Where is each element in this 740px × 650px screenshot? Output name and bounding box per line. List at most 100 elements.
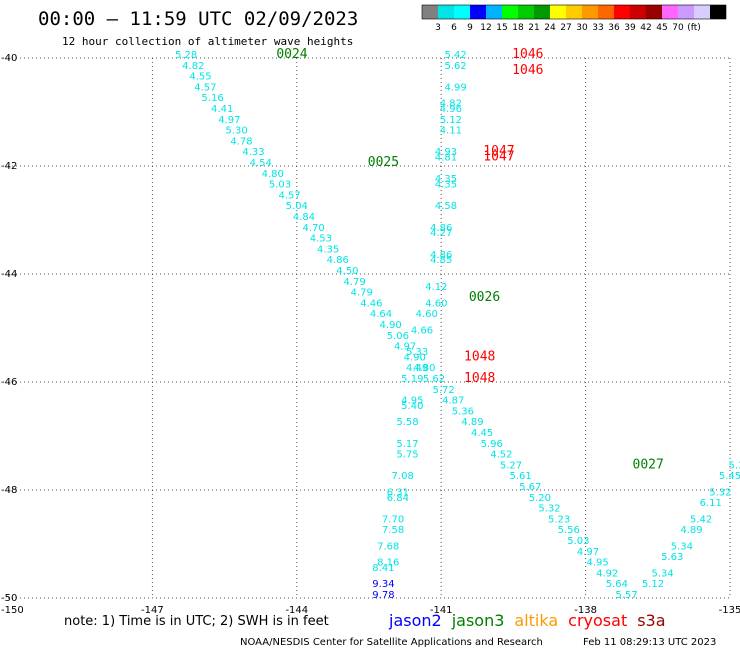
wave-height-value: 5.57 [615,590,637,601]
wave-height-value: 4.11 [440,126,462,137]
lat-tick-label: -46 [1,377,17,388]
timestamp-text: Feb 11 08:29:13 UTC 2023 [583,637,716,648]
color-scale-bar: 3 6 9 12 15 18 21 24 27 30 33 36 39 42 45 70 (ft) [421,4,727,33]
wave-height-value: 4.64 [370,309,392,320]
wave-height-value: 5.32 [538,504,560,515]
wave-height-value: 4.66 [411,325,433,336]
wave-height-value: 9.34 [372,579,394,590]
color-swatch [438,5,454,19]
wave-height-value: 5.04 [286,201,308,212]
wave-height-value: 8.16 [377,558,399,569]
lon-tick-label: -135 [719,605,740,616]
color-swatch [566,5,582,19]
wave-height-value: 4.50 [336,266,358,277]
track-jason3-ascending: 5.125.345.635.344.895.426.115.325.455.31 [642,460,740,590]
pass-time-label: 1047 [483,144,514,159]
wave-height-value: 4.33 [242,147,264,158]
page-title: 00:00 – 11:59 UTC 02/09/2023 [38,8,358,30]
wave-height-value: 6.84 [387,493,409,504]
wave-height-value: 5.03 [269,180,291,191]
color-swatch [630,5,646,19]
color-swatch [614,5,630,19]
wave-height-value: 4.70 [303,223,325,234]
color-swatch [534,5,550,19]
legend-item-jason2: jason2 [388,611,442,630]
wave-height-value: 5.17 [396,439,418,450]
lon-tick-label: -138 [574,605,597,616]
color-swatch [486,5,502,19]
track-jason3: 5.284.824.554.575.164.414.975.304.784.33… [175,47,664,601]
wave-height-value: 4.52 [490,450,512,461]
wave-height-value: 4.86 [327,255,349,266]
wave-height-value: 4.46 [360,298,382,309]
wave-height-value: 4.58 [435,201,457,212]
wave-height-value: 4.81 [435,153,457,164]
wave-height-value: 4.27 [430,228,452,239]
wave-height-value: 4.41 [211,104,233,115]
page-subtitle: 12 hour collection of altimeter wave hei… [62,35,353,48]
wave-height-value: 4.95 [587,558,609,569]
lat-tick-label: -50 [1,593,17,604]
wave-height-value: 4.84 [293,212,315,223]
lat-tick-label: -42 [1,161,17,172]
wave-height-value: 4.97 [577,547,599,558]
color-scale-label: 33 [592,23,603,33]
color-scale-label: 9 [467,23,473,33]
units-note: note: 1) Time is in UTC; 2) SWH is in fe… [64,614,329,629]
color-swatch [678,5,694,19]
wave-height-value: 5.23 [548,514,570,525]
wave-height-value: 4.45 [471,428,493,439]
legend-item-cryosat: cryosat [568,611,627,630]
pass-time-label: 0027 [633,457,664,472]
color-scale-label: 70 [672,23,684,33]
color-scale-frame [421,4,727,20]
wave-height-value: 4.96 [440,104,462,115]
color-scale-label: 6 [451,23,457,33]
wave-height-value: 4.80 [262,169,284,180]
wave-height-value: 4.90 [404,352,426,363]
color-swatch [646,5,662,19]
wave-height-value: 4.35 [435,174,457,185]
color-scale-label: 3 [435,23,441,33]
wave-height-value: 5.40 [401,401,423,412]
wave-height-value: 5.72 [432,385,454,396]
color-scale-label: 18 [512,23,524,33]
lon-tick-label: -147 [141,605,164,616]
wave-height-value: 4.87 [442,396,464,407]
wave-height-value: 5.96 [481,439,503,450]
wave-height-value: 4.57 [278,190,300,201]
color-swatch [598,5,614,19]
wave-height-value: 4.99 [445,82,467,93]
wave-height-value: 5.12 [440,115,462,126]
wave-height-value: 5.16 [201,93,223,104]
color-scale-label: 45 [656,23,667,33]
satellite-tracks: 5.284.824.554.575.164.414.975.304.784.33… [175,47,740,601]
wave-height-value: 5.36 [452,406,474,417]
color-swatch [694,5,710,19]
wave-height-value: 5.27 [500,460,522,471]
legend-item-s3a: s3a [637,611,665,630]
wave-height-value: 4.89 [461,417,483,428]
color-swatch [710,5,726,19]
origin-tick-label: -150 [1,605,24,616]
wave-height-value: 5.62 [423,374,445,385]
wave-height-value: 5.32 [709,487,731,498]
wave-height-value: 4.93 [435,147,457,158]
track-jason2-low: 7.08 6.316.84 7.707.58 7.68 8.168.41 9.349.78 [372,471,414,601]
color-scale-label: 30 [576,23,588,33]
wave-height-value: 4.82 [182,61,204,72]
color-scale-label: (ft) [687,23,701,33]
color-scale-label: 42 [640,23,651,33]
wave-height-value: 5.19 [401,374,423,385]
wave-height-value: 4.82 [440,99,462,110]
color-scale-label: 24 [544,23,556,33]
wave-height-value: 4.35 [435,180,457,191]
wave-height-value: 4.86 [430,223,452,234]
wave-height-value: 7.08 [392,471,414,482]
wave-height-value: 4.95 [401,396,423,407]
wave-height-value: 4.85 [430,255,452,266]
wave-height-value: 4.57 [194,82,216,93]
color-swatch [582,5,598,19]
legend-item-jason3: jason3 [451,611,505,630]
